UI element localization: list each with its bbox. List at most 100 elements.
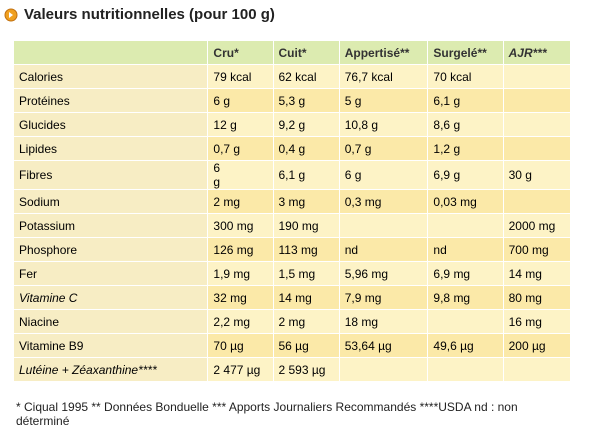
cell: 56 µg <box>273 334 339 357</box>
cell: 9,8 mg <box>428 286 503 309</box>
header-row: Cru* Cuit* Appertisé** Surgelé** AJR*** <box>14 41 570 64</box>
cell: 2 mg <box>208 190 273 213</box>
row-label: Lutéine + Zéaxanthine**** <box>14 358 208 381</box>
row-label: Niacine <box>14 310 208 333</box>
cell: 16 mg <box>503 310 570 333</box>
cell: 190 mg <box>273 214 339 237</box>
cell: 5,96 mg <box>339 262 428 285</box>
cell: 6,1 g <box>428 89 503 112</box>
cell <box>503 358 570 381</box>
footnote: * Ciqual 1995 ** Données Bonduelle *** A… <box>16 400 518 428</box>
row-label: Vitamine B9 <box>14 334 208 357</box>
cell: 5 g <box>339 89 428 112</box>
cell: 700 mg <box>503 238 570 261</box>
cell: 80 mg <box>503 286 570 309</box>
cell <box>339 358 428 381</box>
cell: 6,1 g <box>273 161 339 189</box>
cell: 6 g <box>208 161 273 189</box>
row-label: Sodium <box>14 190 208 213</box>
column-header: Surgelé** <box>428 41 503 64</box>
cell: 113 mg <box>273 238 339 261</box>
cell: 10,8 g <box>339 113 428 136</box>
row-label: Calories <box>14 65 208 88</box>
cell <box>503 89 570 112</box>
cell: 6 g <box>339 161 428 189</box>
cell: 12 g <box>208 113 273 136</box>
cell: 49,6 µg <box>428 334 503 357</box>
table-row: Fer 1,9 mg 1,5 mg 5,96 mg 6,9 mg 14 mg <box>14 262 570 285</box>
cell: 76,7 kcal <box>339 65 428 88</box>
cell: nd <box>339 238 428 261</box>
column-header: Cuit* <box>273 41 339 64</box>
cell: 14 mg <box>273 286 339 309</box>
column-header: Cru* <box>208 41 273 64</box>
table-row: Calories 79 kcal 62 kcal 76,7 kcal 70 kcal <box>14 65 570 88</box>
cell: 2000 mg <box>503 214 570 237</box>
cell: 0,7 g <box>208 137 273 160</box>
cell: 3 mg <box>273 190 339 213</box>
row-label: Vitamine C <box>14 286 208 309</box>
cell: 1,9 mg <box>208 262 273 285</box>
cell: 2 mg <box>273 310 339 333</box>
cell <box>428 310 503 333</box>
cell: 2 477 µg <box>208 358 273 381</box>
cell: 0,4 g <box>273 137 339 160</box>
column-header: Appertisé** <box>339 41 428 64</box>
cell <box>428 214 503 237</box>
cell: 18 mg <box>339 310 428 333</box>
cell: 1,5 mg <box>273 262 339 285</box>
row-label: Fibres <box>14 161 208 189</box>
cell: 62 kcal <box>273 65 339 88</box>
cell <box>428 358 503 381</box>
table-row: Vitamine B9 70 µg 56 µg 53,64 µg 49,6 µg 200 … <box>14 334 570 357</box>
table-row: Potassium 300 mg 190 mg 2000 mg <box>14 214 570 237</box>
cell <box>503 190 570 213</box>
table-row: Sodium 2 mg 3 mg 0,3 mg 0,03 mg <box>14 190 570 213</box>
cell: 6,9 mg <box>428 262 503 285</box>
cell: 70 kcal <box>428 65 503 88</box>
cell <box>503 113 570 136</box>
cell: 30 g <box>503 161 570 189</box>
cell: 70 µg <box>208 334 273 357</box>
cell: 7,9 mg <box>339 286 428 309</box>
cell: 200 µg <box>503 334 570 357</box>
table-row: Lutéine + Zéaxanthine**** 2 477 µg 2 593 µ… <box>14 358 570 381</box>
nutrition-table: Cru* Cuit* Appertisé** Surgelé** AJR*** Calo… <box>13 40 571 382</box>
cell: 1,2 g <box>428 137 503 160</box>
cell: 5,3 g <box>273 89 339 112</box>
title: Valeurs nutritionnelles (pour 100 g) <box>24 6 275 23</box>
cell: 8,6 g <box>428 113 503 136</box>
cell: 79 kcal <box>208 65 273 88</box>
row-label: Fer <box>14 262 208 285</box>
table-row: Phosphore 126 mg 113 mg nd nd 700 mg <box>14 238 570 261</box>
cell: 32 mg <box>208 286 273 309</box>
cell: 0,03 mg <box>428 190 503 213</box>
cell <box>503 137 570 160</box>
row-label: Potassium <box>14 214 208 237</box>
table-row: Vitamine C 32 mg 14 mg 7,9 mg 9,8 mg 80 mg <box>14 286 570 309</box>
row-label: Protéines <box>14 89 208 112</box>
row-label: Lipides <box>14 137 208 160</box>
cell: 126 mg <box>208 238 273 261</box>
table-row: Lipides 0,7 g 0,4 g 0,7 g 1,2 g <box>14 137 570 160</box>
column-header: AJR*** <box>503 41 570 64</box>
cell <box>503 65 570 88</box>
row-label: Phosphore <box>14 238 208 261</box>
column-header <box>14 41 208 64</box>
cell <box>339 214 428 237</box>
cell: 6 g <box>208 89 273 112</box>
bullet-icon <box>4 8 18 22</box>
cell: 53,64 µg <box>339 334 428 357</box>
cell: 2,2 mg <box>208 310 273 333</box>
cell: nd <box>428 238 503 261</box>
cell: 14 mg <box>503 262 570 285</box>
cell: 6,9 g <box>428 161 503 189</box>
table-row: Glucides 12 g 9,2 g 10,8 g 8,6 g <box>14 113 570 136</box>
table-body: Calories 79 kcal 62 kcal 76,7 kcal 70 kcal Pr… <box>14 65 570 381</box>
cell: 0,3 mg <box>339 190 428 213</box>
cell: 300 mg <box>208 214 273 237</box>
cell: 0,7 g <box>339 137 428 160</box>
